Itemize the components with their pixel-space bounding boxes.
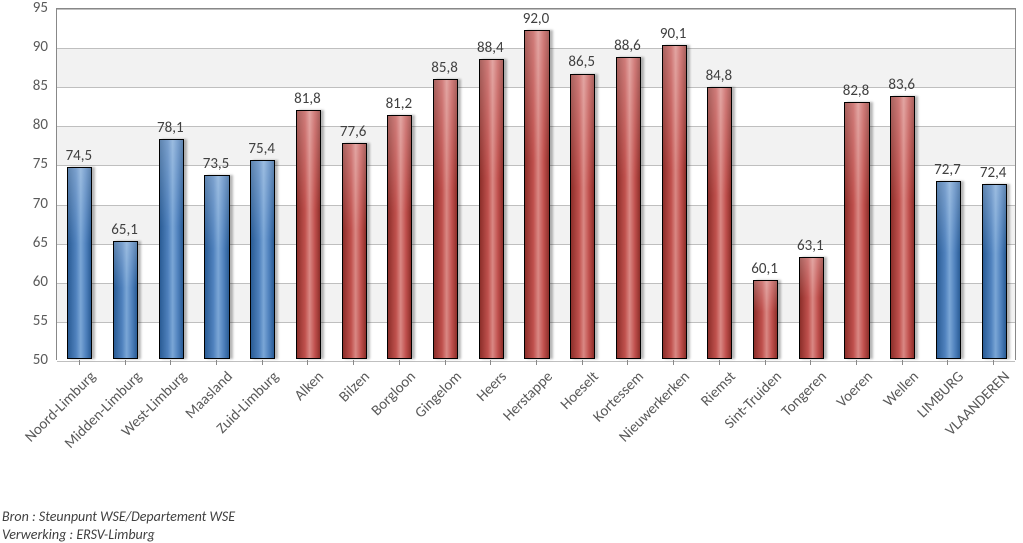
bar bbox=[753, 280, 778, 359]
bar bbox=[707, 87, 732, 359]
bar-value-label: 90,1 bbox=[660, 25, 687, 43]
y-tick-label: 70 bbox=[0, 195, 48, 213]
bar bbox=[204, 175, 229, 359]
bar-value-label: 82,8 bbox=[843, 82, 870, 100]
bar bbox=[342, 143, 367, 359]
x-tick-mark bbox=[719, 360, 720, 365]
x-tick-mark bbox=[765, 360, 766, 365]
x-tick-mark bbox=[810, 360, 811, 365]
x-tick-mark bbox=[307, 360, 308, 365]
bar-value-label: 81,2 bbox=[386, 95, 413, 113]
bar bbox=[113, 241, 138, 359]
y-tick-label: 80 bbox=[0, 116, 48, 134]
bar bbox=[570, 74, 595, 360]
bar-value-label: 83,6 bbox=[888, 76, 915, 94]
y-tick-label: 95 bbox=[0, 0, 48, 17]
x-tick-mark bbox=[125, 360, 126, 365]
x-tick-mark bbox=[399, 360, 400, 365]
x-tick-mark bbox=[673, 360, 674, 365]
source-line-2: Verwerking : ERSV-Limburg bbox=[2, 526, 155, 543]
bar bbox=[250, 160, 275, 359]
x-tick-mark bbox=[445, 360, 446, 365]
bar bbox=[433, 79, 458, 359]
bar bbox=[844, 102, 869, 359]
bar-value-label: 88,4 bbox=[477, 39, 504, 57]
bar-value-label: 63,1 bbox=[797, 237, 824, 255]
bar bbox=[524, 30, 549, 359]
y-tick-label: 55 bbox=[0, 312, 48, 330]
x-tick-mark bbox=[947, 360, 948, 365]
x-tick-mark bbox=[902, 360, 903, 365]
bar bbox=[159, 139, 184, 359]
bar-value-label: 88,6 bbox=[614, 37, 641, 55]
bar bbox=[479, 59, 504, 359]
bar-value-label: 81,8 bbox=[294, 90, 321, 108]
x-tick-mark bbox=[582, 360, 583, 365]
x-tick-mark bbox=[490, 360, 491, 365]
bar-value-label: 86,5 bbox=[568, 53, 595, 71]
bar-value-label: 74,5 bbox=[66, 147, 93, 165]
x-tick-mark bbox=[216, 360, 217, 365]
bar bbox=[296, 110, 321, 359]
bar bbox=[387, 115, 412, 359]
bar-value-label: 72,7 bbox=[934, 161, 961, 179]
bar bbox=[890, 96, 915, 359]
source-line-1: Bron : Steunpunt WSE/Departement WSE bbox=[2, 508, 235, 525]
y-tick-label: 50 bbox=[0, 351, 48, 369]
bar bbox=[936, 181, 961, 359]
y-tick-label: 65 bbox=[0, 234, 48, 252]
x-tick-mark bbox=[627, 360, 628, 365]
bar bbox=[662, 45, 687, 359]
bar-value-label: 75,4 bbox=[248, 140, 275, 158]
bar-value-label: 78,1 bbox=[157, 119, 184, 137]
bar-value-label: 72,4 bbox=[980, 164, 1007, 182]
x-tick-mark bbox=[79, 360, 80, 365]
y-tick-label: 85 bbox=[0, 77, 48, 95]
y-tick-label: 60 bbox=[0, 273, 48, 291]
x-tick-mark bbox=[536, 360, 537, 365]
y-tick-label: 75 bbox=[0, 155, 48, 173]
bar-value-label: 92,0 bbox=[523, 10, 550, 28]
bar-chart: 5055606570758085909574,5Noord-Limburg65,… bbox=[0, 0, 1023, 543]
bar bbox=[799, 257, 824, 359]
bar-value-label: 84,8 bbox=[706, 67, 733, 85]
bar-value-label: 65,1 bbox=[111, 221, 138, 239]
bar bbox=[67, 167, 92, 359]
x-tick-mark bbox=[170, 360, 171, 365]
x-tick-mark bbox=[993, 360, 994, 365]
y-tick-label: 90 bbox=[0, 38, 48, 56]
x-tick-mark bbox=[353, 360, 354, 365]
x-tick-mark bbox=[262, 360, 263, 365]
bar-value-label: 73,5 bbox=[203, 155, 230, 173]
bar-value-label: 60,1 bbox=[751, 260, 778, 278]
bar bbox=[982, 184, 1007, 359]
x-tick-mark bbox=[856, 360, 857, 365]
bar-value-label: 85,8 bbox=[431, 59, 458, 77]
bar-value-label: 77,6 bbox=[340, 123, 367, 141]
bar bbox=[616, 57, 641, 359]
plot-area bbox=[56, 8, 1016, 360]
